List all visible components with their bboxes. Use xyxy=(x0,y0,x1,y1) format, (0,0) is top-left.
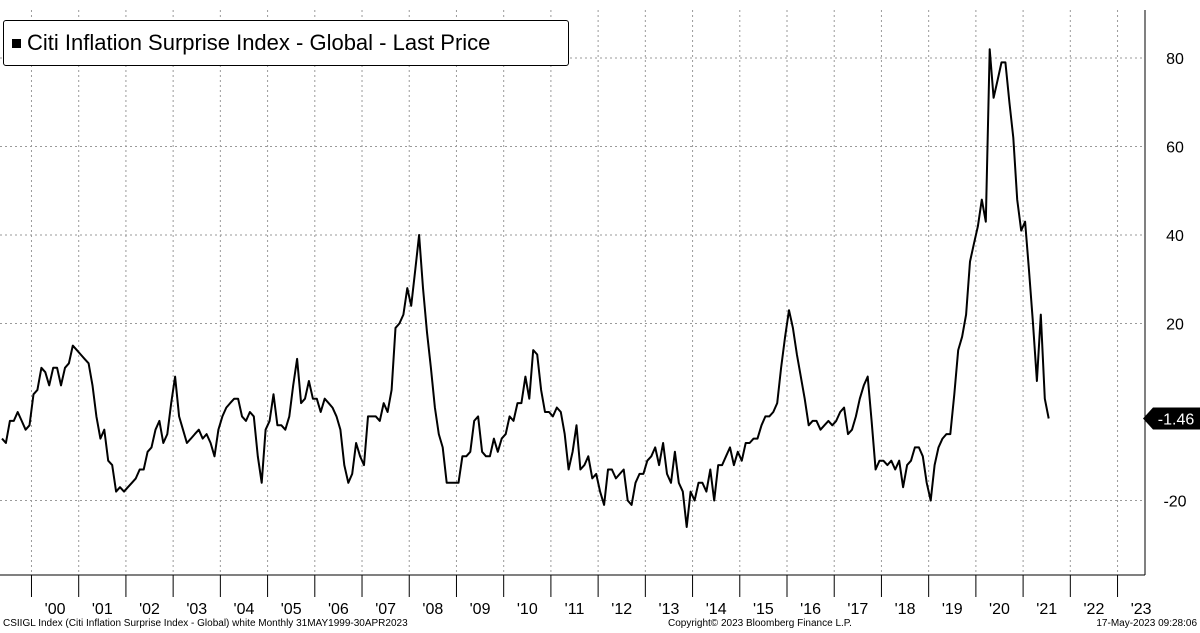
footer-copyright: Copyright© 2023 Bloomberg Finance L.P. xyxy=(668,618,852,629)
footer-timestamp: 17-May-2023 09:28:06 xyxy=(1096,618,1197,629)
y-tick-label: -20 xyxy=(1163,494,1186,511)
x-tick-label: '19 xyxy=(942,601,963,618)
x-tick-label: '10 xyxy=(517,601,538,618)
legend-swatch-icon xyxy=(12,38,21,48)
last-value-marker: -1.46 xyxy=(1143,407,1200,430)
footer-source-info: CSIIGL Index (Citi Inflation Surprise In… xyxy=(3,618,408,629)
last-value-label: -1.46 xyxy=(1158,411,1195,428)
x-tick-label: '05 xyxy=(281,601,302,618)
x-tick-label: '20 xyxy=(989,601,1010,618)
x-tick-label: '23 xyxy=(1131,601,1152,618)
x-tick-label: '21 xyxy=(1036,601,1057,618)
x-tick-label: '17 xyxy=(847,601,868,618)
x-tick-label: '09 xyxy=(470,601,491,618)
x-tick-label: '22 xyxy=(1084,601,1105,618)
x-tick-label: '11 xyxy=(565,601,585,618)
x-axis-ticks: '00 '01 '02 '03 '04 '05 '06 '07 '08 '09 '10 '11 '12 '… xyxy=(30,575,1152,618)
x-tick-label: '12 xyxy=(611,601,632,618)
x-tick-label: '07 xyxy=(375,601,396,618)
x-tick-label: '02 xyxy=(139,601,160,618)
last-value-badge xyxy=(1143,407,1200,430)
x-tick-label: '18 xyxy=(895,601,916,618)
x-tick-label: '13 xyxy=(659,601,680,618)
x-tick-label: '04 xyxy=(234,601,255,618)
y-tick-label: 40 xyxy=(1166,228,1184,245)
x-tick-label: '01 xyxy=(92,601,113,618)
series-line-path xyxy=(1,48,1050,528)
x-tick-label: '03 xyxy=(186,601,207,618)
grid-lines xyxy=(0,10,1145,575)
legend-label: Citi Inflation Surprise Index - Global -… xyxy=(27,30,491,55)
y-tick-label: 80 xyxy=(1166,51,1184,68)
y-axis-ticks: -20 20 40 60 80 xyxy=(1163,51,1186,511)
x-tick-label: '14 xyxy=(706,601,727,618)
x-tick-label: '08 xyxy=(422,601,443,618)
x-tick-label: '16 xyxy=(800,601,821,618)
chart-legend: Citi Inflation Surprise Index - Global -… xyxy=(3,20,569,66)
series-line xyxy=(1,48,1050,528)
y-tick-label: 60 xyxy=(1166,140,1184,157)
x-tick-label: '00 xyxy=(45,601,66,618)
x-tick-label: '15 xyxy=(753,601,774,618)
x-tick-label: '06 xyxy=(328,601,349,618)
y-tick-label: 20 xyxy=(1166,317,1184,334)
